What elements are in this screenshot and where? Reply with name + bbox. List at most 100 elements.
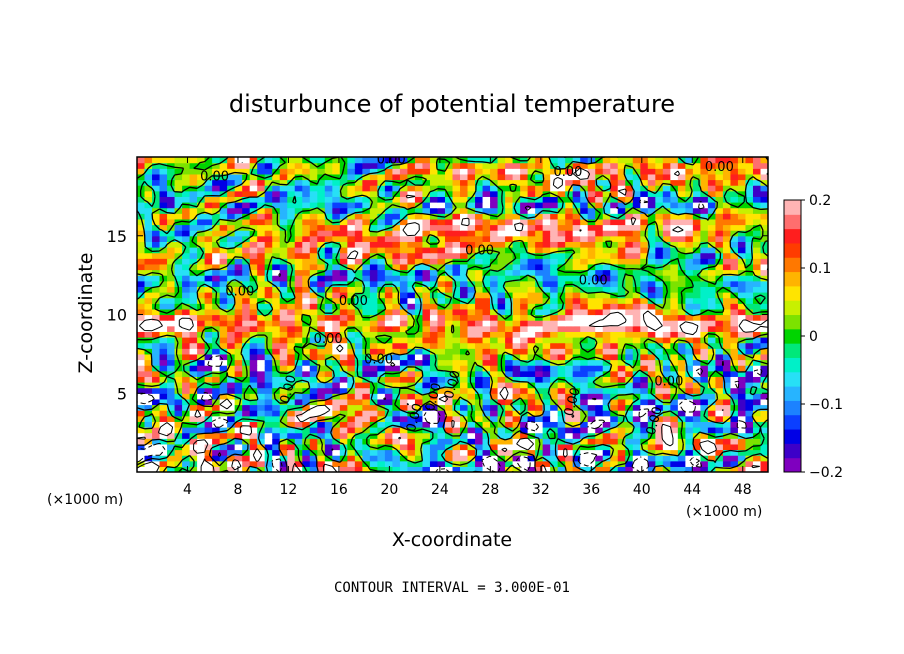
- field-cell: [535, 157, 544, 164]
- field-cell: [527, 410, 536, 417]
- field-cell: [505, 303, 514, 310]
- field-cell: [640, 218, 649, 226]
- field-cell: [505, 331, 514, 338]
- field-cell: [204, 398, 213, 406]
- field-cell: [737, 370, 747, 377]
- field-cell: [309, 185, 318, 192]
- field-cell: [587, 247, 596, 254]
- field-cell: [257, 168, 266, 175]
- field-cell: [527, 376, 536, 383]
- field-cell: [497, 337, 506, 344]
- field-cell: [580, 241, 589, 248]
- field-cell: [715, 218, 724, 226]
- field-cell: [580, 258, 589, 265]
- field-cell: [444, 460, 454, 467]
- field-cell: [610, 365, 619, 372]
- field-cell: [204, 415, 213, 422]
- field-cell: [174, 185, 183, 192]
- field-cell: [152, 168, 161, 175]
- field-cell: [167, 196, 176, 203]
- field-cell: [227, 247, 236, 254]
- field-cell: [174, 258, 183, 265]
- field-cell: [580, 427, 589, 434]
- field-cell: [692, 230, 701, 237]
- field-cell: [625, 303, 634, 310]
- field-cell: [272, 376, 281, 383]
- field-cell: [144, 224, 153, 231]
- field-cell: [354, 376, 363, 383]
- field-cell: [197, 365, 206, 372]
- field-cell: [137, 280, 146, 287]
- field-cell: [437, 162, 446, 169]
- field-cell: [625, 173, 634, 181]
- field-cell: [197, 348, 206, 355]
- field-cell: [332, 314, 341, 321]
- field-cell: [475, 415, 484, 422]
- field-cell: [332, 168, 341, 175]
- field-cell: [595, 280, 604, 287]
- field-cell: [264, 168, 273, 175]
- field-cell: [505, 162, 514, 169]
- field-cell: [242, 449, 251, 456]
- field-cell: [444, 179, 454, 186]
- field-cell: [632, 331, 641, 338]
- field-cell: [700, 348, 709, 355]
- field-cell: [707, 382, 717, 389]
- field-cell: [339, 320, 348, 327]
- field-cell: [730, 382, 739, 389]
- field-cell: [452, 438, 461, 445]
- field-cell: [692, 460, 701, 467]
- field-cell: [542, 314, 551, 321]
- field-cell: [595, 432, 604, 439]
- field-cell: [467, 263, 476, 271]
- field-cell: [655, 387, 664, 394]
- field-cell: [174, 157, 183, 164]
- field-cell: [737, 247, 747, 254]
- field-cell: [174, 241, 183, 248]
- field-cell: [422, 190, 431, 197]
- field-cell: [437, 207, 446, 214]
- field-cell: [685, 258, 694, 265]
- field-cell: [159, 325, 168, 332]
- field-cell: [437, 370, 446, 377]
- field-cell: [384, 438, 393, 445]
- field-cell: [632, 308, 641, 316]
- field-cell: [467, 286, 476, 293]
- field-cell: [294, 185, 303, 192]
- field-cell: [467, 303, 476, 310]
- field-cell: [287, 314, 296, 321]
- field-cell: [520, 224, 529, 231]
- field-cell: [490, 314, 499, 321]
- field-cell: [550, 280, 559, 287]
- field-cell: [437, 393, 446, 400]
- field-cell: [174, 376, 183, 383]
- field-cell: [437, 247, 446, 254]
- field-cell: [197, 241, 206, 248]
- field-cell: [617, 359, 626, 366]
- field-cell: [242, 308, 251, 316]
- field-cell: [287, 443, 296, 451]
- field-cell: [707, 269, 717, 276]
- field-cell: [167, 359, 176, 366]
- field-cell: [692, 415, 701, 422]
- field-cell: [460, 235, 469, 242]
- field-cell: [197, 415, 206, 422]
- field-cell: [182, 359, 191, 366]
- field-cell: [670, 353, 679, 361]
- field-cell: [505, 207, 514, 214]
- field-cell: [542, 213, 551, 220]
- field-cell: [339, 348, 348, 355]
- field-cell: [625, 258, 634, 265]
- field-cell: [204, 179, 213, 186]
- field-cell: [219, 280, 228, 287]
- field-cell: [302, 173, 311, 181]
- field-cell: [302, 382, 311, 389]
- field-cell: [339, 393, 348, 400]
- field-cell: [752, 179, 762, 186]
- field-cell: [167, 382, 176, 389]
- field-cell: [219, 230, 228, 237]
- field-cell: [700, 263, 709, 271]
- field-cell: [647, 365, 656, 372]
- field-cell: [257, 382, 266, 389]
- field-cell: [460, 410, 469, 417]
